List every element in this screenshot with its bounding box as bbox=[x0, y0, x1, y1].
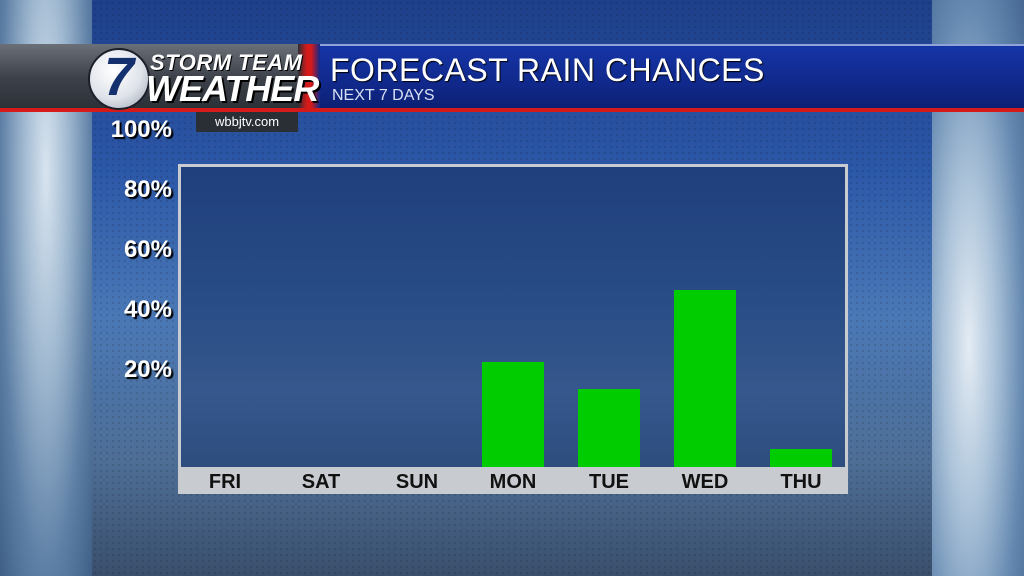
logo-divider bbox=[298, 44, 320, 112]
y-tick-label: 40% bbox=[123, 296, 172, 323]
y-tick-label: 100% bbox=[110, 116, 172, 143]
banner-top-line bbox=[0, 44, 1024, 46]
y-tick-label: 20% bbox=[123, 356, 172, 383]
x-tick-label-fri: FRI bbox=[208, 471, 242, 493]
logo-line-2: WEATHER bbox=[146, 68, 319, 109]
logo-box bbox=[0, 44, 300, 112]
y-tick-label: 60% bbox=[123, 236, 172, 263]
website-label: wbbjtv.com bbox=[196, 112, 298, 132]
x-tick-label-sat: SAT bbox=[301, 471, 341, 493]
bar-mon bbox=[482, 362, 544, 467]
logo-line-1: STORM TEAM bbox=[150, 50, 303, 75]
x-tick-label-tue: TUE bbox=[589, 471, 629, 493]
bar-wed bbox=[674, 290, 736, 467]
x-tick-label-sun: SUN bbox=[395, 471, 439, 493]
page-subtitle: NEXT 7 DAYS bbox=[332, 87, 435, 104]
bar-thu bbox=[770, 449, 832, 467]
x-tick-label-mon: MON bbox=[489, 471, 537, 493]
x-tick-label-thu: THU bbox=[780, 471, 822, 493]
x-axis-band bbox=[181, 467, 845, 491]
x-tick-label-wed: WED bbox=[681, 471, 729, 493]
page-title: FORECAST RAIN CHANCES bbox=[330, 52, 765, 88]
logo-number: 7 bbox=[103, 47, 135, 107]
bar-tue bbox=[578, 389, 640, 467]
logo-circle-icon bbox=[88, 48, 150, 110]
banner-red-line bbox=[0, 108, 1024, 112]
y-tick-label: 80% bbox=[123, 176, 172, 203]
